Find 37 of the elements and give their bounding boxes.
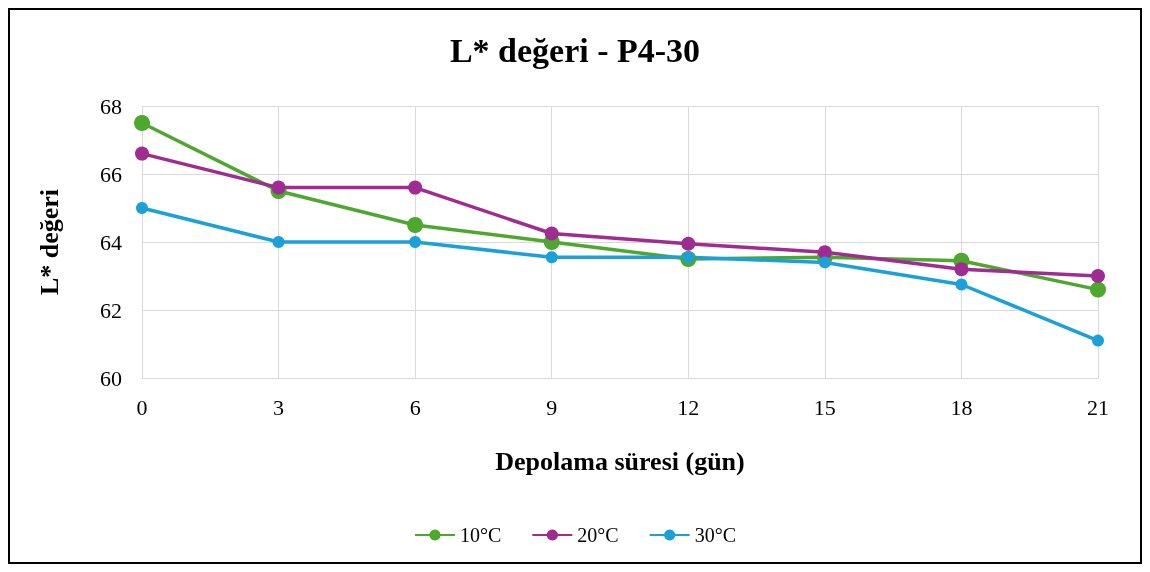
- legend-label: 10°C: [459, 524, 502, 546]
- point: [135, 146, 149, 161]
- x-tick-label: 12: [677, 394, 700, 420]
- point: [955, 278, 968, 291]
- x-tick-label: 18: [950, 394, 973, 420]
- y-tick-label: 68: [100, 93, 122, 119]
- point: [544, 226, 559, 241]
- chart-title: L* değeri - P4-30: [449, 31, 701, 69]
- point: [271, 180, 286, 195]
- x-tick-label: 21: [1087, 394, 1109, 420]
- x-tick-label: 3: [273, 394, 285, 420]
- y-tick-label: 64: [100, 229, 122, 255]
- point: [681, 236, 696, 251]
- point: [1090, 281, 1106, 298]
- legend-label: 20°C: [577, 524, 619, 546]
- x-tick-label: 0: [136, 394, 148, 420]
- point: [409, 236, 422, 248]
- point: [134, 115, 150, 131]
- y-axis-title: L* değeri: [34, 188, 64, 296]
- point: [272, 236, 285, 248]
- point: [408, 180, 423, 195]
- point: [817, 245, 832, 260]
- x-tick-label: 9: [546, 394, 558, 420]
- point: [1092, 334, 1104, 347]
- y-tick-label: 66: [100, 161, 122, 187]
- point: [954, 262, 969, 277]
- legend-label: 30°C: [694, 524, 737, 546]
- point: [136, 202, 148, 214]
- point: [407, 217, 424, 233]
- x-tick-label: 15: [813, 394, 836, 420]
- y-tick-label: 60: [100, 365, 122, 391]
- point: [545, 251, 558, 264]
- x-axis-title: Depolama süresi (gün): [495, 446, 745, 476]
- x-tick-label: 6: [409, 394, 421, 420]
- point: [818, 256, 831, 269]
- point: [1091, 269, 1105, 283]
- y-tick-label: 62: [100, 297, 122, 323]
